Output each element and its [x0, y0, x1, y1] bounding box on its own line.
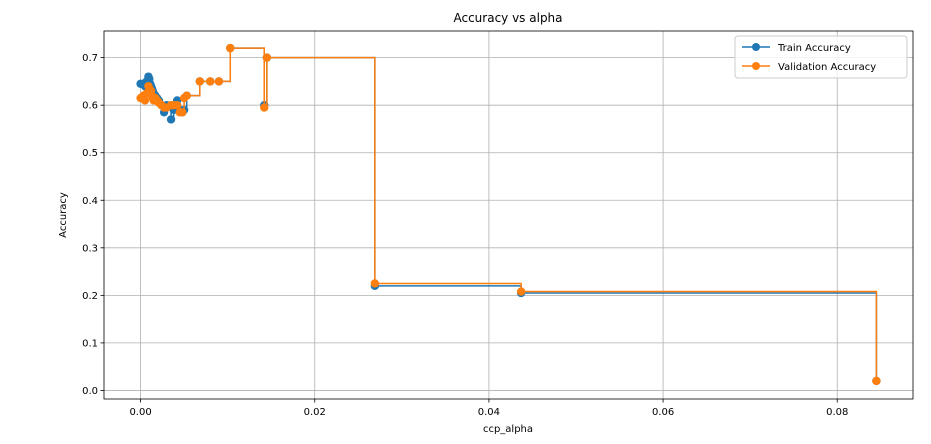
- y-tick-label: 0.2: [82, 291, 98, 302]
- data-point-validation: [140, 96, 150, 105]
- y-axis-label: Accuracy: [58, 192, 69, 238]
- data-point-validation: [260, 103, 269, 112]
- data-point-validation: [195, 77, 204, 86]
- data-point-validation: [370, 279, 380, 288]
- data-point-validation: [178, 108, 187, 117]
- data-point-validation: [226, 43, 235, 53]
- y-tick-label: 0.5: [82, 148, 98, 159]
- series-validation: [136, 43, 881, 386]
- x-tick-label: 0.02: [304, 407, 326, 418]
- x-tick-label: 0.04: [478, 407, 500, 418]
- data-point-validation: [262, 53, 272, 62]
- y-tick-label: 0.0: [82, 386, 98, 397]
- y-tick-label: 0.7: [82, 53, 98, 64]
- legend-label-validation: Validation Accuracy: [778, 62, 876, 73]
- legend-marker-train: [752, 43, 760, 51]
- data-point-train: [166, 115, 176, 124]
- y-tick-label: 0.1: [82, 338, 98, 349]
- legend-marker-validation: [752, 62, 760, 70]
- x-tick-label: 0.08: [826, 407, 848, 418]
- plot-frame: [103, 30, 914, 400]
- legend-box: [734, 35, 908, 79]
- chart-title: Accuracy vs alpha: [453, 11, 562, 25]
- x-axis-label: ccp_alpha: [483, 424, 533, 435]
- data-point-validation: [182, 91, 191, 100]
- data-point-validation: [172, 100, 182, 110]
- y-tick-label: 0.3: [82, 243, 98, 254]
- data-point-validation: [206, 77, 215, 86]
- x-tick-label: 0.00: [129, 407, 151, 418]
- legend-label-train: Train Accuracy: [777, 43, 851, 54]
- y-tick-label: 0.6: [82, 101, 98, 112]
- x-tick-label: 0.06: [652, 407, 674, 418]
- data-point-validation: [516, 287, 526, 296]
- ticks: 0.00 0.02 0.04 0.06 0.08 0.0 0.1 0.2 0.3 0.4 0.5 0.…: [82, 53, 848, 418]
- legend: Train Accuracy Validation Accuracy: [734, 35, 908, 79]
- series-layer: [136, 43, 881, 386]
- grid: [104, 31, 913, 399]
- y-tick-label: 0.4: [82, 196, 98, 207]
- data-point-validation: [214, 77, 224, 86]
- data-point-validation: [872, 376, 881, 386]
